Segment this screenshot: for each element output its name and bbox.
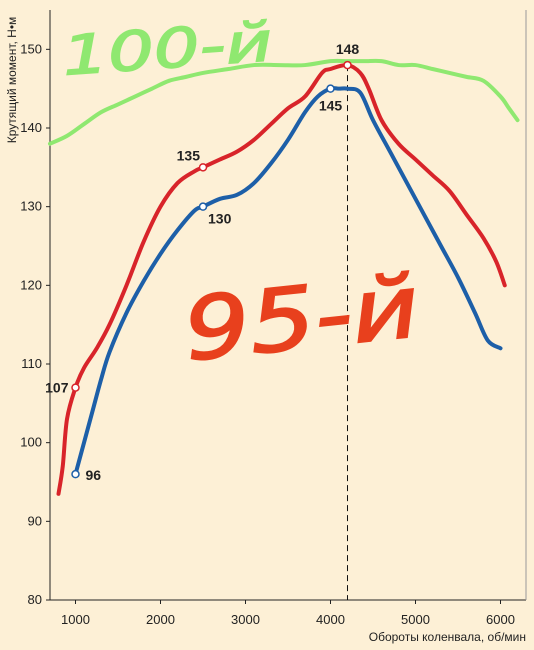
y-tick-label: 100 (20, 435, 42, 450)
tick-labels: 80 90 100 110 120 130 140 150 1000 2000 3000 4000 50… (20, 41, 515, 627)
handwritten-annotations: 100-й 95-й (60, 10, 425, 382)
x-tick-label: 6000 (486, 612, 515, 627)
y-tick-label: 110 (21, 356, 42, 371)
x-tick-label: 4000 (316, 612, 345, 627)
data-point-marker (343, 60, 352, 70)
annotation-100: 100-й (60, 10, 274, 87)
data-point-markers: 107 135 148 96 130 145 (45, 41, 359, 483)
data-label: 130 (208, 211, 232, 227)
x-tick-label: 1000 (61, 612, 90, 627)
data-label: 107 (45, 380, 69, 396)
y-tick-label: 140 (20, 120, 42, 135)
y-tick-label: 150 (20, 41, 42, 56)
data-point-marker (71, 383, 80, 392)
data-label: 96 (86, 467, 102, 483)
data-point-marker (326, 84, 335, 93)
data-point-marker (198, 163, 208, 172)
data-label: 135 (177, 147, 201, 163)
y-tick-label: 120 (20, 277, 42, 292)
x-tick-label: 3000 (231, 612, 260, 627)
y-axis-label: Крутящий момент, Н•м (5, 17, 19, 144)
x-axis-label: Обороты коленвала, об/мин (369, 630, 526, 644)
y-tick-label: 80 (28, 592, 42, 607)
data-point-marker (198, 202, 208, 211)
red-torque-line (56, 62, 507, 496)
data-point-marker (71, 469, 80, 479)
x-tick-label: 5000 (401, 612, 430, 627)
axes (46, 10, 527, 604)
x-tick-label: 2000 (146, 612, 175, 627)
y-tick-label: 90 (28, 513, 42, 528)
series-lines (48, 58, 520, 496)
blue-torque-line (73, 86, 503, 477)
data-label: 145 (319, 98, 343, 114)
data-label: 148 (336, 41, 360, 57)
green-torque-line (48, 58, 520, 146)
y-tick-label: 130 (20, 199, 42, 214)
